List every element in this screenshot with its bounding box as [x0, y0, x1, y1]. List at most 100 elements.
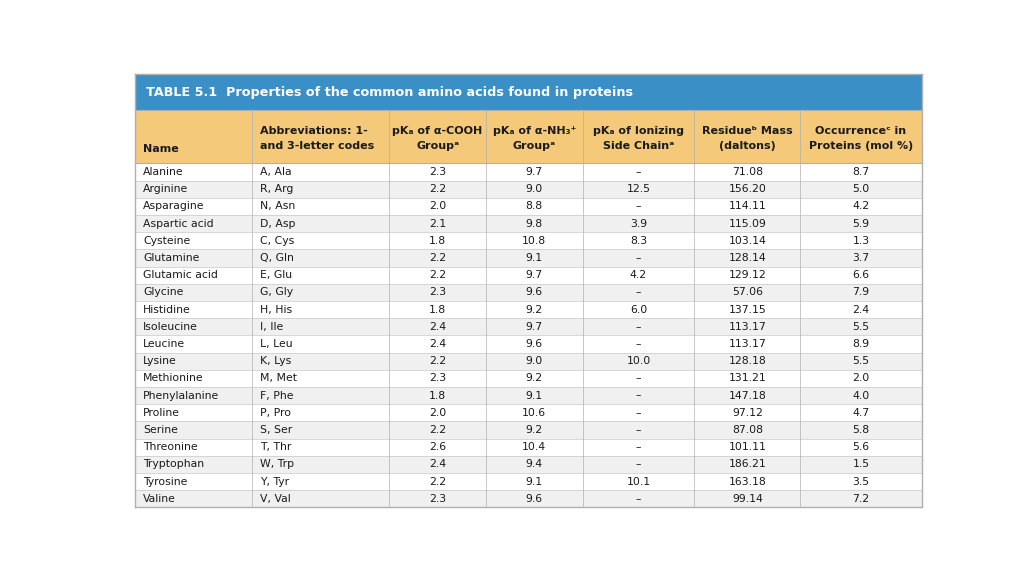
Text: Glycine: Glycine	[143, 288, 184, 297]
Text: –: –	[636, 167, 641, 177]
Text: 147.18: 147.18	[729, 390, 766, 401]
Bar	[135, 164, 922, 181]
Text: L, Leu: L, Leu	[260, 339, 292, 349]
Text: 115.09: 115.09	[729, 219, 766, 228]
Text: 8.7: 8.7	[853, 167, 869, 177]
Text: 101.11: 101.11	[729, 442, 766, 452]
Text: 2.2: 2.2	[429, 356, 446, 366]
Text: Name: Name	[143, 144, 179, 154]
Text: TABLE 5.1  Properties of the common amino acids found in proteins: TABLE 5.1 Properties of the common amino…	[145, 86, 633, 99]
Text: 156.20: 156.20	[729, 184, 766, 194]
Text: 9.1: 9.1	[526, 253, 543, 263]
Text: Tyrosine: Tyrosine	[143, 476, 188, 487]
Text: 9.1: 9.1	[526, 390, 543, 401]
Text: 1.5: 1.5	[853, 459, 869, 470]
Text: 3.7: 3.7	[853, 253, 869, 263]
Text: 87.08: 87.08	[732, 425, 763, 435]
Text: –: –	[636, 373, 641, 383]
Text: –: –	[636, 390, 641, 401]
Text: Occurrenceᶜ in: Occurrenceᶜ in	[816, 126, 906, 135]
Text: 8.9: 8.9	[853, 339, 869, 349]
Text: 2.0: 2.0	[429, 408, 446, 418]
Text: C, Cys: C, Cys	[260, 236, 294, 246]
Text: 113.17: 113.17	[729, 339, 766, 349]
Text: 9.2: 9.2	[526, 373, 543, 383]
Bar	[135, 284, 922, 301]
Text: Leucine: Leucine	[143, 339, 186, 349]
Text: Threonine: Threonine	[143, 442, 198, 452]
Text: (daltons): (daltons)	[719, 142, 775, 152]
Text: 10.0: 10.0	[627, 356, 651, 366]
Text: pKₐ of α-COOH: pKₐ of α-COOH	[393, 126, 483, 135]
Text: H, His: H, His	[260, 305, 292, 315]
Text: –: –	[636, 322, 641, 332]
Bar	[135, 215, 922, 232]
Text: 71.08: 71.08	[732, 167, 763, 177]
Text: T, Thr: T, Thr	[260, 442, 291, 452]
Text: 128.18: 128.18	[729, 356, 766, 366]
Text: Groupᵃ: Groupᵃ	[417, 142, 459, 152]
Text: 10.4: 10.4	[523, 442, 546, 452]
Text: –: –	[636, 408, 641, 418]
Text: 114.11: 114.11	[729, 201, 766, 211]
Text: Y, Tyr: Y, Tyr	[260, 476, 289, 487]
Text: 131.21: 131.21	[729, 373, 766, 383]
Bar	[135, 232, 922, 250]
Text: 6.6: 6.6	[853, 270, 869, 280]
Bar	[135, 473, 922, 490]
Text: 99.14: 99.14	[732, 494, 763, 504]
Text: 6.0: 6.0	[630, 305, 647, 315]
Text: 2.3: 2.3	[429, 494, 446, 504]
Text: and 3-letter codes: and 3-letter codes	[260, 142, 374, 152]
Text: 186.21: 186.21	[729, 459, 766, 470]
Text: Valine: Valine	[143, 494, 176, 504]
Text: 4.7: 4.7	[853, 408, 869, 418]
Text: Alanine: Alanine	[143, 167, 184, 177]
Text: 2.2: 2.2	[429, 270, 446, 280]
Bar	[135, 250, 922, 266]
Text: –: –	[636, 288, 641, 297]
Text: 2.0: 2.0	[429, 201, 446, 211]
Text: 9.7: 9.7	[526, 322, 543, 332]
Text: S, Ser: S, Ser	[260, 425, 292, 435]
Text: 12.5: 12.5	[627, 184, 651, 194]
Text: 2.4: 2.4	[429, 322, 446, 332]
Bar	[135, 74, 922, 110]
Text: 10.6: 10.6	[523, 408, 546, 418]
Text: 5.5: 5.5	[853, 356, 869, 366]
Text: 9.7: 9.7	[526, 167, 543, 177]
Text: 128.14: 128.14	[729, 253, 766, 263]
Text: 9.0: 9.0	[526, 356, 543, 366]
Text: 9.8: 9.8	[526, 219, 543, 228]
Text: 10.1: 10.1	[627, 476, 651, 487]
Text: Lysine: Lysine	[143, 356, 177, 366]
Bar	[135, 335, 922, 352]
Text: Glutamic acid: Glutamic acid	[143, 270, 219, 280]
Text: –: –	[636, 459, 641, 470]
Text: –: –	[636, 494, 641, 504]
Text: 5.6: 5.6	[853, 442, 869, 452]
Text: 2.2: 2.2	[429, 425, 446, 435]
Bar	[135, 266, 922, 284]
Text: pKₐ of α-NH₃⁺: pKₐ of α-NH₃⁺	[493, 126, 576, 135]
Text: 5.8: 5.8	[853, 425, 869, 435]
Text: 5.9: 5.9	[853, 219, 869, 228]
Text: G, Gly: G, Gly	[260, 288, 293, 297]
Bar	[135, 404, 922, 421]
Text: 2.3: 2.3	[429, 373, 446, 383]
Text: –: –	[636, 339, 641, 349]
Text: M, Met: M, Met	[260, 373, 297, 383]
Text: 9.2: 9.2	[526, 305, 543, 315]
Text: Tryptophan: Tryptophan	[143, 459, 204, 470]
Text: –: –	[636, 425, 641, 435]
Text: R, Arg: R, Arg	[260, 184, 293, 194]
Text: 9.6: 9.6	[526, 339, 543, 349]
Text: 113.17: 113.17	[729, 322, 766, 332]
Text: I, Ile: I, Ile	[260, 322, 282, 332]
Bar	[135, 456, 922, 473]
Text: 7.2: 7.2	[853, 494, 869, 504]
Text: 2.4: 2.4	[429, 459, 446, 470]
Bar	[135, 421, 922, 439]
Bar	[135, 318, 922, 335]
Text: Cysteine: Cysteine	[143, 236, 191, 246]
